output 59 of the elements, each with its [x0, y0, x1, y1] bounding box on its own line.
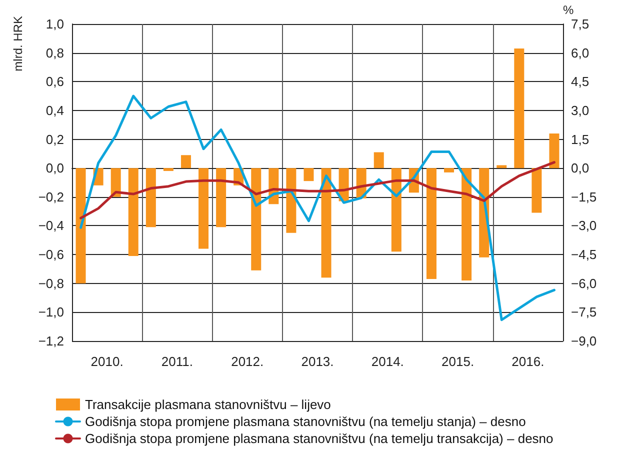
- y2-tick-label: 4,5: [571, 74, 590, 90]
- y2-tick-label: −4,5: [571, 247, 597, 262]
- bar: [146, 168, 156, 228]
- y-tick-label: −1,0: [38, 304, 64, 320]
- y2-axis-title: %: [563, 3, 574, 17]
- bar: [76, 168, 86, 284]
- bar: [110, 168, 121, 197]
- bar: [532, 168, 542, 213]
- y2-tick-label: 3,0: [571, 102, 590, 118]
- y2-tick-label: −9,0: [571, 334, 597, 348]
- y-tick-label: −0,4: [38, 218, 64, 234]
- bar: [444, 168, 454, 172]
- bar: [180, 155, 191, 168]
- bar: [128, 168, 138, 256]
- y-tick-label: −1,2: [38, 334, 64, 348]
- x-tick-label: 2011.: [161, 354, 194, 369]
- x-tick-label: 2013.: [301, 354, 334, 369]
- line-series: [80, 161, 556, 220]
- x-tick-label: 2016.: [512, 354, 544, 369]
- y2-tick-label: −6,0: [571, 276, 597, 291]
- y-tick-label: 0,2: [46, 132, 64, 147]
- legend-label: Godišnja stopa promjene plasmana stanovništvu (na temelju stanja) – desno: [85, 414, 526, 429]
- bar: [286, 168, 296, 233]
- y2-tick-label: 6,0: [571, 45, 590, 60]
- y2-tick-label: 1,5: [571, 132, 590, 147]
- legend-label: Godišnja stopa promjene plasmana stanovništvu (na temelju transakcija) – desno: [85, 431, 554, 446]
- y-tick-label: −0,8: [38, 276, 64, 291]
- x-tick-label: 2014.: [371, 354, 404, 369]
- y-tick-label: −0,6: [38, 247, 64, 262]
- y2-tick-label: −7,5: [571, 304, 597, 320]
- bar: [462, 168, 472, 280]
- bar: [163, 168, 174, 171]
- bar: [304, 168, 314, 182]
- y2-tick-label: 0,0: [571, 160, 590, 176]
- bar: [426, 168, 436, 280]
- y-tick-label: −0,2: [38, 189, 64, 204]
- y-tick-label: 0,0: [46, 160, 64, 176]
- x-tick-label: 2010.: [90, 354, 124, 369]
- x-tick-label: 2015.: [442, 354, 474, 369]
- y-axis-title: mlrd. HRK: [11, 16, 25, 72]
- y-tick-label: 1,0: [46, 16, 64, 32]
- bar: [549, 134, 560, 168]
- y2-tick-label: 7,5: [571, 16, 590, 32]
- bar: [251, 168, 262, 270]
- bar: [216, 168, 226, 228]
- y2-tick-label: −1,5: [571, 189, 597, 204]
- bar: [374, 152, 384, 168]
- bar: [391, 168, 402, 252]
- legend-label: Transakcije plasmana stanovništvu – lijevo: [85, 397, 331, 412]
- bar: [198, 168, 209, 249]
- line-series: [80, 94, 556, 322]
- x-tick-label: 2012.: [231, 354, 264, 369]
- bar: [321, 168, 332, 278]
- y2-tick-label: −3,0: [571, 218, 597, 234]
- y-tick-label: 0,4: [46, 102, 64, 118]
- y-tick-label: 0,8: [46, 45, 64, 60]
- bar: [514, 48, 524, 168]
- y-tick-label: 0,6: [46, 74, 64, 90]
- bar: [496, 165, 507, 168]
